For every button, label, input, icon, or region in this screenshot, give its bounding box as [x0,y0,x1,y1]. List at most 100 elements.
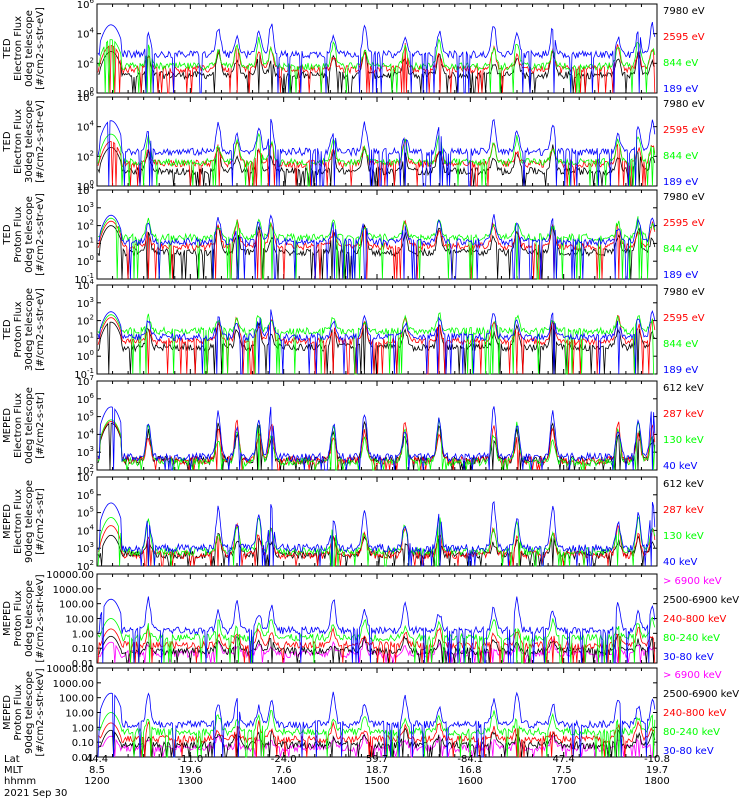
y-axis-label: [#/cm2-s-str] [35,392,46,459]
y-tick-label: 102 [77,314,94,328]
y-tick-label: 104 [77,120,95,134]
y-axis-label: Electron Flux [13,393,24,458]
y-tick-label: 104 [77,183,95,197]
legend-entry: 40 keV [663,461,697,472]
panel-3: 10-1 100 101 102 103 104 TED Proton Flux 0deg te… [2,183,705,286]
panel-8: 0.01 0.10 1.00 10.00 100.00 1000.00 10000.00 ME… [2,664,739,764]
y-tick-label: 102 [77,463,94,477]
y-tick-label: 100.00 [59,600,94,611]
legend-entry: 844 eV [663,58,698,69]
series-trace [97,312,655,375]
footer: LatMLThhmm44.48.51200-11.019.61300-24.07… [4,754,670,799]
legend-entry: 30-80 keV [663,746,714,757]
y-tick-label: 100.00 [59,694,94,705]
series-trace [97,21,656,94]
y-tick-label: 103 [77,445,94,459]
y-tick-label: 100 [77,349,94,363]
y-tick-label: 104 [77,427,95,441]
footer-mlt-value: 19.6 [179,765,201,776]
legend-entry: 189 eV [663,177,698,188]
y-tick-label: 0.01 [72,659,94,670]
footer-lat-value: -84.1 [457,754,483,765]
footer-mlt-value: 8.5 [89,765,105,776]
footer-mlt-value: 19.7 [646,765,668,776]
series-trace [97,321,656,375]
legend-entry: 844 eV [663,151,698,162]
y-tick-label: 107 [77,374,94,388]
y-tick-label: 100 [77,179,94,193]
y-axis-label: MEPED [2,408,13,443]
legend-entry: 612 keV [663,383,704,394]
y-tick-label: 101 [77,236,94,250]
series-trace [97,419,656,471]
y-tick-label: 1000.00 [53,679,94,690]
y-tick-label: 104 [77,278,95,292]
series-trace [97,216,656,280]
footer-lat-value: 47.4 [553,754,575,765]
y-tick-label: 103 [77,541,94,555]
legend-entry: 2500-6900 keV [663,595,739,606]
legend-entry: 80-240 keV [663,727,720,738]
y-tick-label: 0.10 [72,644,94,655]
y-tick-label: 10.00 [65,709,94,720]
legend-entry: 7980 eV [663,99,705,110]
y-tick-label: 107 [77,470,94,484]
series-trace [97,727,656,758]
footer-lat-value: 59.7 [366,754,388,765]
footer-lat-value: -11.0 [177,754,203,765]
y-axis-label: Proton Flux [13,301,24,357]
legend-entry: 80-240 keV [663,633,720,644]
y-tick-label: 1.00 [72,723,94,734]
legend-entry: 2595 eV [663,32,705,43]
y-axis-label: Proton Flux [13,206,24,262]
legend-entry: > 6900 keV [663,670,722,681]
y-tick-label: 102 [77,219,94,233]
series-trace [97,626,656,664]
series-trace [97,36,656,94]
panel-frame [96,189,658,280]
y-tick-label: 106 [77,488,95,502]
legend-entry: 844 eV [663,244,698,255]
y-tick-label: 106 [77,90,95,104]
y-tick-label: 0.10 [72,738,94,749]
panel-6: 102 103 104 105 106 107 MEPED Electron Flux 90de… [2,470,704,573]
footer-lat-value: 44.4 [86,754,108,765]
legend-entry: 189 eV [663,84,698,95]
footer-row-label: Lat [4,754,20,765]
panel-4: 10-1 100 101 102 103 104 TED Proton Flux 30deg t… [2,278,705,381]
y-tick-label: 101 [77,331,94,345]
y-axis-label: MEPED [2,601,13,636]
y-tick-label: 0.01 [72,753,94,764]
footer-lat-value: -24.0 [271,754,297,765]
legend-entry: 30-80 keV [663,652,714,663]
series-trace [97,132,656,187]
series-trace [97,309,656,375]
y-axis-label: 0deg telescope [24,387,35,464]
legend-entry: 40 keV [663,557,697,568]
series-trace [97,42,656,94]
y-axis-label: 90deg telescope [24,480,35,563]
y-axis-label: [#/cm2-s-str-keV] [35,574,46,662]
y-axis-label: 0deg telescope [24,10,35,87]
legend-entry: 7980 eV [663,287,705,298]
series-trace [97,406,656,471]
x-tick-label: 1400 [271,776,296,787]
y-axis-label: [#/cm2-s-str-eV] [35,288,46,371]
legend-entry: 2595 eV [663,218,705,229]
legend-entry: 130 keV [663,531,704,542]
panel-2: 100 102 104 106 TED Electron Flux 30deg telesc… [2,90,705,193]
y-axis-label: [#/cm2-s-str-keV] [35,668,46,756]
y-tick-label: 103 [77,201,94,215]
y-tick-label: 106 [77,0,95,11]
footer-mlt-value: 7.5 [556,765,572,776]
y-tick-label: 105 [77,506,94,520]
y-tick-label: 1000.00 [53,585,94,596]
y-axis-label: 30deg telescope [24,288,35,371]
series-trace [97,709,656,758]
y-axis-label: 90deg telescope [24,671,35,754]
legend-entry: 189 eV [663,270,698,281]
y-tick-label: 102 [77,149,94,163]
y-axis-label: Electron Flux [13,109,24,174]
y-tick-label: 10-1 [74,272,94,286]
legend-entry: 287 keV [663,409,704,420]
